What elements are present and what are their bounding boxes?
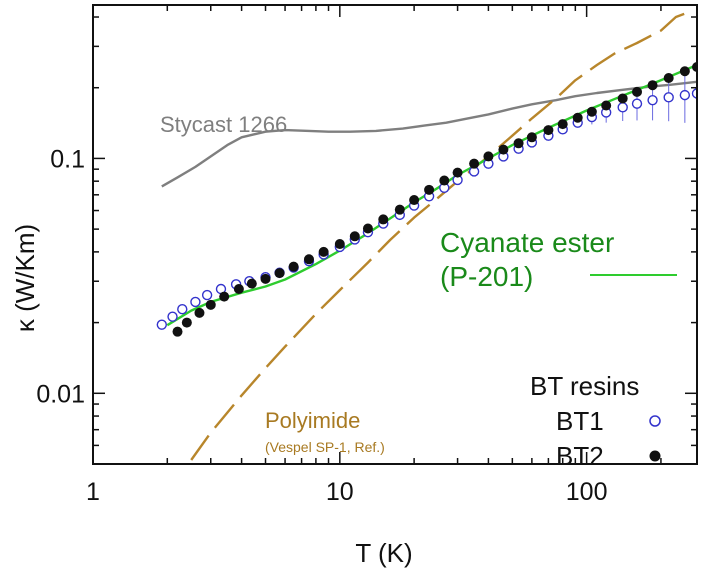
bt2-point [205, 299, 216, 310]
bt2-point [601, 100, 612, 111]
series-line-cyanate-ester-p-201- [166, 63, 697, 327]
x-tick-label: 1 [86, 478, 100, 506]
legend-bt2-marker [649, 450, 661, 462]
bt2-point [394, 204, 405, 215]
legend-bt2-label: BT2 [556, 441, 604, 471]
bt2-point [274, 268, 285, 279]
y-axis-label: κ (W/Km) [10, 224, 40, 332]
legend-title: BT resins [530, 371, 639, 401]
y-tick-label: 0.01 [36, 380, 85, 408]
bt1-point [663, 92, 674, 103]
bt2-point [439, 175, 450, 186]
bt2-point [557, 119, 568, 130]
bt1-point [190, 296, 201, 308]
bt2-point [452, 167, 463, 178]
bt2-point [586, 106, 597, 117]
bt2-point [172, 326, 183, 337]
x-tick-label: 100 [566, 478, 608, 506]
legend-bt1-marker [649, 415, 661, 427]
bt2-point [663, 72, 674, 83]
bt2-point [260, 273, 271, 284]
bt2-point [318, 246, 329, 257]
cyanate-label: Cyanate ester [440, 227, 614, 258]
bt2-point [526, 132, 537, 143]
bt2-point [572, 112, 583, 123]
bt2-point [288, 261, 299, 272]
bt2-point [647, 80, 658, 91]
bt2-point [513, 138, 524, 149]
stycast-label: Stycast 1266 [160, 112, 287, 137]
bt2-point [483, 151, 494, 162]
bt2-point [424, 184, 435, 195]
bt2-point [692, 62, 697, 73]
bt1-point [679, 89, 691, 101]
legend: BT resins BT1 BT2 [530, 371, 661, 471]
bt2-point [194, 307, 205, 318]
polyimide-label: Polyimide [265, 408, 360, 433]
bt2-point [409, 195, 420, 206]
bt1-point [156, 319, 168, 330]
bt2-point [378, 214, 389, 225]
x-axis-label: T (K) [355, 538, 412, 568]
bt2-point [469, 158, 480, 169]
y-tick-label: 0.1 [50, 145, 85, 173]
bt2-point [498, 144, 509, 155]
series-line-stycast-1266 [161, 80, 697, 188]
bt2-point [362, 223, 373, 234]
plot-area [156, 10, 697, 461]
x-tick-label: 10 [326, 478, 354, 506]
bt1-point [647, 94, 658, 106]
bt2-point [246, 278, 257, 289]
legend-bt1-label: BT1 [556, 406, 604, 436]
bt2-point [219, 291, 230, 302]
vespel-label: (Vespel SP-1, Ref.) [265, 439, 385, 455]
series-group [156, 10, 697, 461]
plot-frame [92, 4, 698, 465]
bt1-point [631, 98, 643, 109]
bt2-point [349, 231, 360, 242]
bt2-point [617, 93, 628, 104]
bt2-point [334, 239, 345, 250]
bt2-point [303, 254, 314, 265]
bt1-point [617, 102, 628, 113]
bt2-point [632, 86, 643, 97]
bt1-point [691, 88, 697, 99]
bt1-point [177, 304, 188, 315]
bt2-point [543, 125, 554, 136]
bt2-point [181, 317, 192, 328]
bt1-point [201, 289, 213, 301]
bt1-point [167, 311, 178, 322]
bt2-point [233, 284, 244, 295]
axis-ticks: 1 10 100 0.01 0.1 [36, 5, 697, 506]
bt2-point [679, 66, 690, 77]
cyanate-sub-label: (P-201) [440, 261, 533, 292]
